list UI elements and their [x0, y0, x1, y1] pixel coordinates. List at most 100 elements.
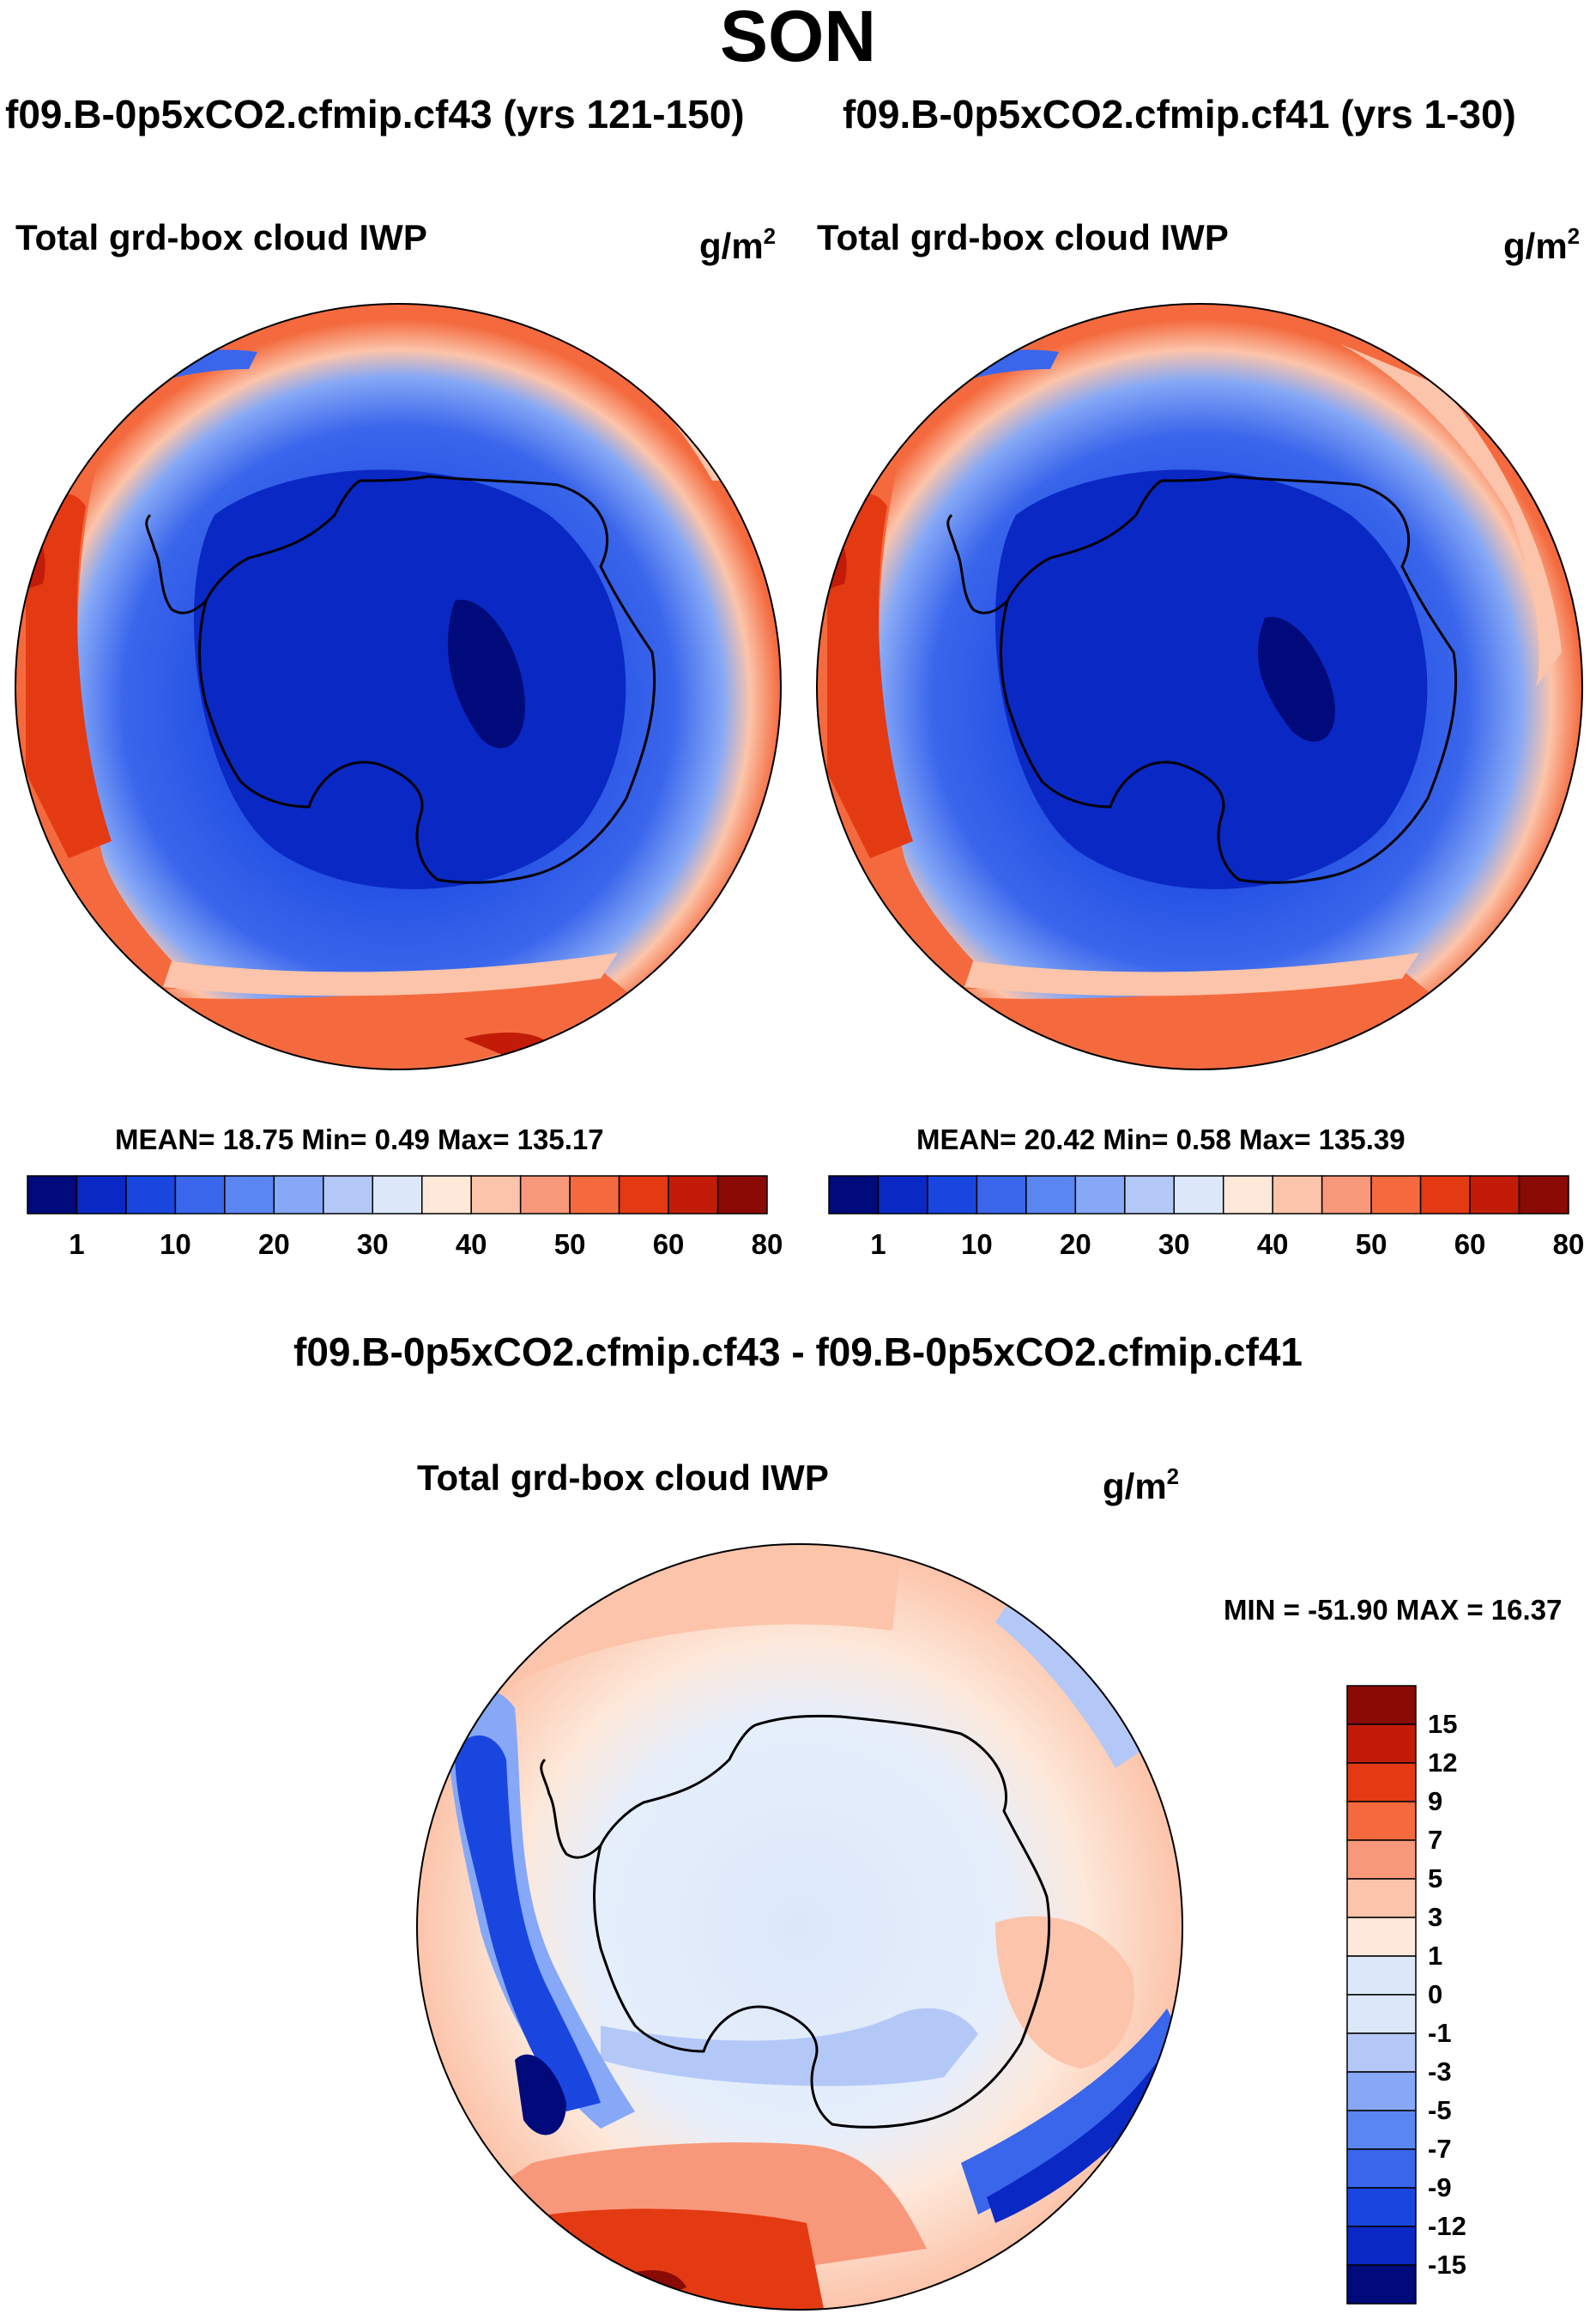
colorbar-swatch: [1272, 1175, 1323, 1215]
colorbar-swatch: [125, 1175, 177, 1215]
panel2-stats: MEAN= 20.42 Min= 0.58 Max= 135.39: [916, 1124, 1406, 1155]
colorbar-swatch: [1370, 1175, 1422, 1215]
colorbar-tick-label: 80: [1552, 1228, 1585, 1260]
diff-peninsula: [540, 1758, 602, 1859]
panel1-map: [15, 304, 781, 1069]
colorbar-tick-label: 7: [1428, 1825, 1443, 1855]
colorbar-tick-label: 40: [1256, 1228, 1289, 1260]
colorbar-swatch: [668, 1175, 719, 1215]
colorbar-tick-label: 30: [356, 1228, 389, 1260]
panel1-colorbar: [27, 1175, 768, 1215]
colorbar-tick-label: -9: [1428, 2172, 1452, 2202]
colorbar-swatch: [1346, 1762, 1417, 1802]
colorbar-swatch: [618, 1175, 669, 1215]
colorbar-swatch: [1321, 1175, 1372, 1215]
colorbar-swatch: [420, 1175, 472, 1215]
panel2-case-title: f09.B-0p5xCO2.cfmip.cf41 (yrs 1-30): [843, 92, 1516, 136]
colorbar-tick-label: -3: [1428, 2057, 1452, 2087]
colorbar-tick-label: 60: [652, 1228, 685, 1260]
diff-map: [417, 1544, 1182, 2310]
colorbar-swatch: [1346, 1839, 1417, 1880]
colorbar-swatch: [1346, 2264, 1417, 2305]
diff-units: g/m2: [1103, 1463, 1180, 1506]
colorbar-swatch: [877, 1175, 928, 1215]
colorbar-tick-label: 10: [160, 1228, 191, 1260]
panel1-stats: MEAN= 18.75 Min= 0.49 Max= 135.17: [115, 1124, 604, 1155]
colorbar-swatch: [27, 1175, 78, 1215]
colorbar-tick-label: 5: [1428, 1863, 1443, 1893]
colorbar-tick-label: 1: [1428, 1941, 1443, 1971]
colorbar-swatch: [716, 1175, 768, 1215]
colorbar-tick-label: 0: [1428, 1979, 1443, 2009]
colorbar-tick-label: -1: [1428, 2018, 1452, 2048]
panel1-peninsula: [145, 513, 208, 615]
colorbar-tick-label: 20: [1059, 1228, 1091, 1260]
colorbar-tick-label: 3: [1428, 1902, 1443, 1932]
colorbar-swatch: [1346, 2071, 1417, 2111]
colorbar-swatch: [927, 1175, 978, 1215]
colorbar-swatch: [1346, 2032, 1417, 2073]
panel2-variable-title: Total grd-box cloud IWP: [817, 217, 1229, 257]
colorbar-swatch: [1346, 1955, 1417, 1996]
colorbar-swatch: [1346, 2110, 1417, 2150]
colorbar-tick-label: -12: [1428, 2211, 1466, 2241]
panel2-units: g/m2: [1503, 223, 1581, 266]
diff-title: f09.B-0p5xCO2.cfmip.cf43 - f09.B-0p5xCO2…: [293, 1330, 1303, 1374]
colorbar-swatch: [224, 1175, 275, 1215]
colorbar-tick-label: -7: [1428, 2134, 1452, 2164]
colorbar-tick-label: 60: [1454, 1228, 1486, 1260]
colorbar-swatch: [1173, 1175, 1224, 1215]
colorbar-swatch: [1419, 1175, 1471, 1215]
colorbar-tick-label: 15: [1428, 1709, 1458, 1739]
colorbar-tick-label: 50: [1355, 1228, 1387, 1260]
panel1-map-border: [15, 303, 782, 1070]
colorbar-swatch: [470, 1175, 522, 1215]
panel1-variable-title: Total grd-box cloud IWP: [15, 217, 427, 257]
colorbar-swatch: [273, 1175, 324, 1215]
panel2-map-border: [816, 303, 1583, 1070]
panel2-map: [817, 304, 1582, 1069]
diff-variable-title: Total grd-box cloud IWP: [417, 1457, 829, 1498]
panel2-colorbar: [828, 1175, 1569, 1215]
colorbar-swatch: [1469, 1175, 1520, 1215]
colorbar-tick-label: 20: [257, 1228, 290, 1260]
colorbar-swatch: [1222, 1175, 1273, 1215]
colorbar-tick-label: 1: [870, 1228, 886, 1260]
colorbar-swatch: [1346, 1917, 1417, 1957]
colorbar-swatch: [76, 1175, 127, 1215]
colorbar-swatch: [1346, 2187, 1417, 2227]
panel1-case-title: f09.B-0p5xCO2.cfmip.cf43 (yrs 121-150): [5, 92, 745, 136]
colorbar-swatch: [828, 1175, 880, 1215]
colorbar-tick-label: 10: [961, 1228, 993, 1260]
colorbar-swatch: [519, 1175, 571, 1215]
colorbar-tick-label: 12: [1428, 1748, 1458, 1778]
colorbar-tick-label: 30: [1158, 1228, 1190, 1260]
colorbar-tick-label: 80: [751, 1228, 783, 1260]
colorbar-tick-label: 50: [553, 1228, 586, 1260]
colorbar-swatch: [1518, 1175, 1569, 1215]
colorbar-tick-label: 1: [69, 1228, 85, 1260]
figure-title: SON: [719, 0, 877, 76]
colorbar-tick-label: 40: [455, 1228, 487, 1260]
colorbar-swatch: [174, 1175, 226, 1215]
colorbar-swatch: [1346, 1685, 1417, 1725]
diff-map-border: [416, 1543, 1183, 2311]
colorbar-swatch: [1074, 1175, 1126, 1215]
colorbar-swatch: [1346, 1801, 1417, 1841]
panel1-units: g/m2: [699, 223, 777, 266]
colorbar-swatch: [1346, 1878, 1417, 1918]
diff-colorbar: [1346, 1685, 1417, 2305]
diff-stats: MIN = -51.90 MAX = 16.37: [1224, 1594, 1563, 1626]
colorbar-swatch: [1346, 2148, 1417, 2189]
panel2-peninsula: [946, 513, 1009, 615]
colorbar-swatch: [1346, 1723, 1417, 1764]
colorbar-swatch: [1025, 1175, 1077, 1215]
colorbar-swatch: [1346, 2226, 1417, 2266]
colorbar-swatch: [569, 1175, 620, 1215]
colorbar-swatch: [976, 1175, 1027, 1215]
colorbar-swatch: [1124, 1175, 1176, 1215]
colorbar-swatch: [323, 1175, 374, 1215]
colorbar-tick-label: -15: [1428, 2250, 1466, 2280]
colorbar-tick-label: 9: [1428, 1786, 1443, 1816]
